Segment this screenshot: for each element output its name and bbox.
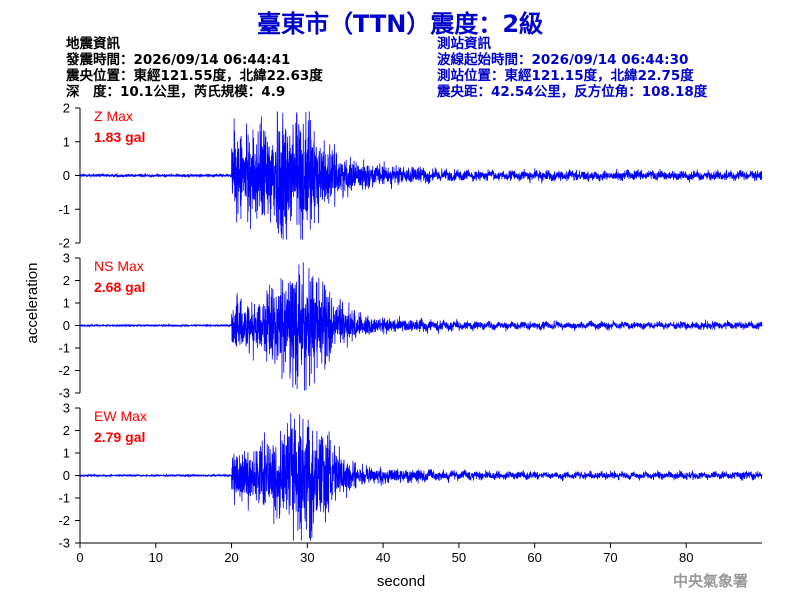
y-tick-label: -2 xyxy=(58,363,70,378)
y-tick-label: 2 xyxy=(63,423,70,438)
y-tick-label: -2 xyxy=(58,513,70,528)
y-tick-label: 0 xyxy=(63,168,70,183)
x-axis-label: second xyxy=(377,573,425,590)
quake-info-block: 地震資訊 發震時間：2026/09/14 06:44:41 震央位置：東經121… xyxy=(66,36,323,100)
trace-ns xyxy=(79,262,763,391)
epicenter-location: 震央位置：東經121.55度，北緯22.63度 xyxy=(66,68,323,84)
y-tick-label: 0 xyxy=(63,468,70,483)
component-label-ew: EW Max xyxy=(94,408,147,424)
component-label-z: Z Max xyxy=(94,108,133,124)
x-tick-label: 80 xyxy=(679,550,693,565)
y-tick-label: 1 xyxy=(63,446,70,461)
x-tick-label: 30 xyxy=(300,550,314,565)
epicentral-distance: 震央距：42.54公里，反方位角：108.18度 xyxy=(437,84,708,100)
depth-magnitude: 深 度：10.1公里，芮氏規模：4.9 xyxy=(66,84,286,100)
y-tick-label: -3 xyxy=(58,536,70,551)
wave-start-time: 波線起始時間：2026/09/14 06:44:30 xyxy=(437,52,689,68)
y-axis-label: acceleration xyxy=(24,263,41,344)
x-tick-label: 20 xyxy=(224,550,238,565)
station-location: 測站位置：東經121.15度，北緯22.75度 xyxy=(437,68,694,84)
trace-z xyxy=(79,111,763,240)
x-tick-label: 70 xyxy=(603,550,617,565)
y-tick-label: 3 xyxy=(63,251,70,266)
y-tick-label: 0 xyxy=(63,318,70,333)
x-tick-label: 50 xyxy=(452,550,466,565)
y-tick-label: 3 xyxy=(63,401,70,416)
x-tick-label: 40 xyxy=(376,550,390,565)
component-max-ew: 2.79 gal xyxy=(94,429,145,445)
x-tick-label: 0 xyxy=(76,550,83,565)
y-tick-label: 2 xyxy=(63,273,70,288)
station-info-block: 測站資訊 波線起始時間：2026/09/14 06:44:30 測站位置：東經1… xyxy=(437,36,707,100)
trace-ew xyxy=(79,412,763,541)
y-tick-label: -1 xyxy=(58,491,70,506)
y-tick-label: 2 xyxy=(63,101,70,116)
x-tick-label: 60 xyxy=(527,550,541,565)
origin-time: 發震時間：2026/09/14 06:44:41 xyxy=(66,52,291,68)
agency-watermark: 中央氣象署 xyxy=(672,572,748,590)
component-max-ns: 2.68 gal xyxy=(94,279,145,295)
component-label-ns: NS Max xyxy=(94,258,144,274)
quake-info-heading: 地震資訊 xyxy=(66,36,120,52)
x-tick-label: 10 xyxy=(149,550,163,565)
y-tick-label: -1 xyxy=(58,202,70,217)
y-tick-label: -2 xyxy=(58,236,70,251)
y-tick-label: -1 xyxy=(58,341,70,356)
station-info-heading: 測站資訊 xyxy=(437,36,491,52)
y-tick-label: 1 xyxy=(63,134,70,149)
chart-title: 臺東市（TTN）震度：2級 xyxy=(256,10,544,38)
component-max-z: 1.83 gal xyxy=(94,129,145,145)
y-tick-label: -3 xyxy=(58,386,70,401)
y-tick-label: 1 xyxy=(63,296,70,311)
